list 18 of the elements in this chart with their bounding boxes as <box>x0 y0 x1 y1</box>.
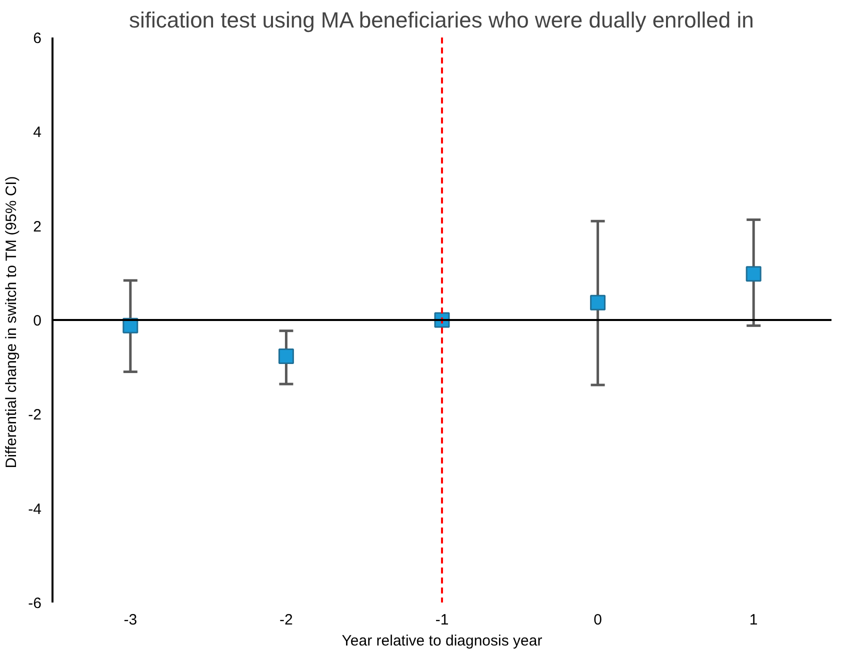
x-tick-label: -1 <box>435 612 449 628</box>
x-tick-label: -2 <box>280 612 293 628</box>
y-tick-label: -2 <box>28 406 42 424</box>
text: sification test using MA beneficiaries who were dually enrolled in <box>128 8 754 32</box>
x-tick-label: 1 <box>749 612 758 628</box>
y-tick-label: -4 <box>28 500 42 518</box>
point <box>590 294 606 310</box>
point <box>278 348 294 364</box>
point <box>746 266 762 282</box>
y-tick-label: 4 <box>33 124 42 142</box>
y-tick-label: -6 <box>28 595 42 612</box>
y-tick-label: 6 <box>33 30 42 47</box>
x-axis-title: Year relative to diagnosis year <box>342 632 542 650</box>
y-tick-label: 2 <box>33 218 42 236</box>
x-tick-label: -3 <box>124 612 138 628</box>
x-tick-label: 0 <box>594 612 602 628</box>
y-tick-label: 0 <box>33 312 42 330</box>
y-axis-title: Differential change in switch to TM (95% CI) <box>3 176 20 468</box>
